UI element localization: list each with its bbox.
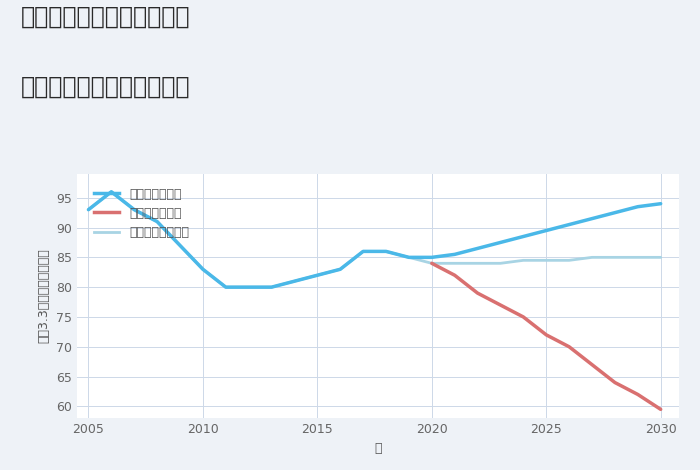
Text: 中古マンションの価格推移: 中古マンションの価格推移 (21, 75, 190, 99)
グッドシナリオ (336, 266, 344, 272)
バッドシナリオ (451, 273, 459, 278)
ノーマルシナリオ (359, 249, 368, 254)
ノーマルシナリオ (588, 255, 596, 260)
ノーマルシナリオ (176, 243, 184, 248)
グッドシナリオ (267, 284, 276, 290)
グッドシナリオ (222, 284, 230, 290)
Text: 三重県桑名市長島町大島の: 三重県桑名市長島町大島の (21, 5, 190, 29)
Line: ノーマルシナリオ: ノーマルシナリオ (88, 192, 661, 287)
グッドシナリオ (176, 243, 184, 248)
グッドシナリオ (473, 246, 482, 251)
バッドシナリオ (519, 314, 528, 320)
ノーマルシナリオ (382, 249, 390, 254)
グッドシナリオ (634, 204, 642, 210)
グッドシナリオ (313, 273, 321, 278)
バッドシナリオ (657, 407, 665, 412)
バッドシナリオ (542, 332, 550, 337)
グッドシナリオ (657, 201, 665, 206)
ノーマルシナリオ (610, 255, 619, 260)
Line: グッドシナリオ: グッドシナリオ (88, 192, 661, 287)
バッドシナリオ (610, 380, 619, 385)
グッドシナリオ (428, 255, 436, 260)
ノーマルシナリオ (84, 207, 92, 212)
グッドシナリオ (84, 207, 92, 212)
グッドシナリオ (610, 210, 619, 215)
グッドシナリオ (153, 219, 161, 224)
ノーマルシナリオ (405, 255, 413, 260)
ノーマルシナリオ (222, 284, 230, 290)
グッドシナリオ (382, 249, 390, 254)
グッドシナリオ (244, 284, 253, 290)
ノーマルシナリオ (657, 255, 665, 260)
グッドシナリオ (130, 207, 139, 212)
ノーマルシナリオ (267, 284, 276, 290)
Line: バッドシナリオ: バッドシナリオ (432, 263, 661, 409)
ノーマルシナリオ (542, 258, 550, 263)
ノーマルシナリオ (519, 258, 528, 263)
ノーマルシナリオ (244, 284, 253, 290)
グッドシナリオ (496, 240, 505, 245)
グッドシナリオ (565, 222, 573, 227)
ノーマルシナリオ (428, 260, 436, 266)
グッドシナリオ (405, 255, 413, 260)
バッドシナリオ (496, 302, 505, 308)
バッドシナリオ (565, 344, 573, 350)
バッドシナリオ (473, 290, 482, 296)
Y-axis label: 坪（3.3㎡）単価（万円）: 坪（3.3㎡）単価（万円） (38, 249, 50, 344)
ノーマルシナリオ (451, 260, 459, 266)
グッドシナリオ (199, 266, 207, 272)
ノーマルシナリオ (130, 207, 139, 212)
ノーマルシナリオ (565, 258, 573, 263)
ノーマルシナリオ (336, 266, 344, 272)
グッドシナリオ (359, 249, 368, 254)
ノーマルシナリオ (153, 219, 161, 224)
バッドシナリオ (634, 392, 642, 397)
グッドシナリオ (451, 251, 459, 257)
グッドシナリオ (290, 278, 299, 284)
ノーマルシナリオ (313, 273, 321, 278)
X-axis label: 年: 年 (374, 442, 382, 454)
ノーマルシナリオ (473, 260, 482, 266)
バッドシナリオ (588, 362, 596, 368)
ノーマルシナリオ (496, 260, 505, 266)
グッドシナリオ (588, 216, 596, 221)
Legend: グッドシナリオ, バッドシナリオ, ノーマルシナリオ: グッドシナリオ, バッドシナリオ, ノーマルシナリオ (90, 182, 195, 244)
バッドシナリオ (428, 260, 436, 266)
ノーマルシナリオ (107, 189, 116, 195)
ノーマルシナリオ (634, 255, 642, 260)
グッドシナリオ (519, 234, 528, 239)
グッドシナリオ (107, 189, 116, 195)
ノーマルシナリオ (199, 266, 207, 272)
ノーマルシナリオ (290, 278, 299, 284)
グッドシナリオ (542, 227, 550, 233)
